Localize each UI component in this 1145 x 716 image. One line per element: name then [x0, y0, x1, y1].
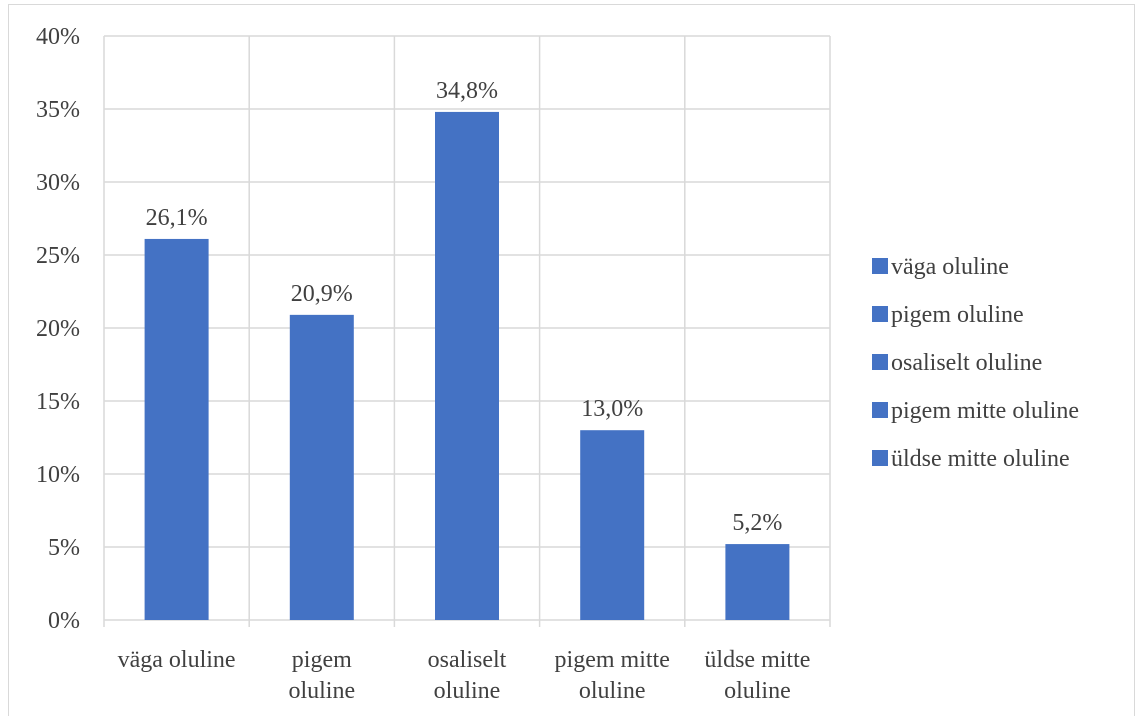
y-tick-label: 40%	[36, 24, 80, 50]
x-tick-label: pigem mitte	[555, 647, 670, 673]
x-tick-label: oluline	[434, 678, 501, 704]
data-label: 5,2%	[732, 510, 782, 536]
x-tick-label: pigem	[292, 647, 352, 673]
data-label: 20,9%	[291, 281, 353, 307]
x-tick-label: osaliselt	[428, 647, 507, 673]
data-label: 13,0%	[581, 396, 643, 422]
data-label: 34,8%	[436, 78, 498, 104]
legend-swatch	[872, 450, 888, 466]
y-tick-label: 30%	[36, 170, 80, 196]
y-tick-label: 20%	[36, 316, 80, 342]
legend-label: osaliselt oluline	[891, 350, 1042, 376]
legend-swatch	[872, 354, 888, 370]
legend-label: väga oluline	[891, 254, 1009, 280]
bars	[144, 111, 790, 621]
legend-label: üldse mitte oluline	[891, 446, 1070, 472]
legend-swatch	[872, 258, 888, 274]
legend-label: pigem mitte oluline	[891, 398, 1079, 424]
bar	[580, 430, 645, 620]
bar	[144, 238, 209, 620]
x-tick-label: üldse mitte	[704, 647, 810, 673]
chart-frame	[8, 4, 1135, 716]
y-axis-tick-labels: 0% 5% 10% 15% 20% 25% 30% 35% 40%	[36, 24, 80, 634]
legend-swatch	[872, 306, 888, 322]
legend: väga oluline pigem oluline osaliselt oluli…	[872, 254, 1079, 472]
legend-swatch	[872, 402, 888, 418]
bar	[289, 314, 354, 620]
y-tick-label: 5%	[48, 535, 80, 561]
y-tick-label: 0%	[48, 608, 80, 634]
data-label: 26,1%	[146, 205, 208, 231]
y-tick-label: 35%	[36, 97, 80, 123]
y-tick-label: 15%	[36, 389, 80, 415]
x-tick-label: oluline	[724, 678, 791, 704]
data-labels: 26,1% 20,9% 34,8% 13,0% 5,2%	[146, 78, 783, 536]
x-tick-label: oluline	[288, 678, 355, 704]
x-axis-category-labels: väga oluline pigem oluline osaliselt oluline…	[118, 647, 811, 704]
y-tick-label: 25%	[36, 243, 80, 269]
y-tick-label: 10%	[36, 462, 80, 488]
bar	[725, 544, 790, 620]
bar	[435, 111, 499, 621]
x-tick-label: väga oluline	[118, 647, 236, 673]
x-tick-label: oluline	[579, 678, 646, 704]
legend-label: pigem oluline	[891, 302, 1024, 328]
